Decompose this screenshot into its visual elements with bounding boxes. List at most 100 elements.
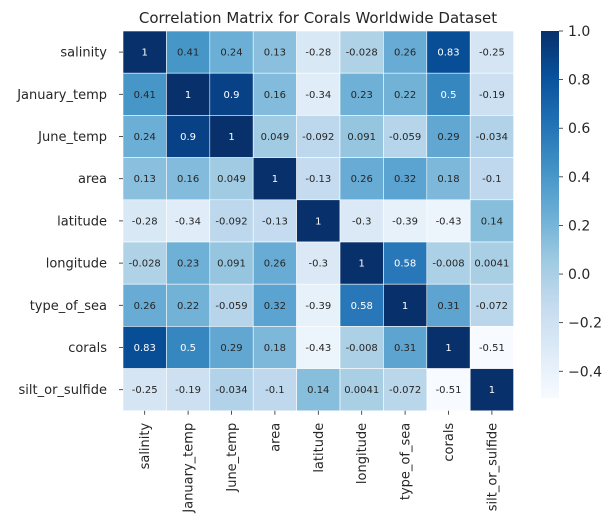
cell-value-label: 1 [402,301,408,312]
cell-value-label: 0.41 [134,90,156,101]
column-tick-label: June_temp [225,423,240,493]
heatmap-cell [252,157,297,201]
row-tick-label: longitude [46,257,107,272]
heatmap-cell [296,241,341,285]
cell-value-label: 0.5 [441,90,457,101]
cell-value-label: -0.059 [389,132,421,143]
cell-value-label: 0.13 [134,174,156,185]
cell-value-label: -0.28 [132,216,158,227]
cell-value-label: -0.059 [215,301,247,312]
cell-value-label: -0.1 [482,174,502,185]
cell-value-label: -0.19 [175,385,201,396]
heatmap-cell [426,157,471,201]
cell-value-label: 0.29 [437,132,459,143]
cell-value-label: 0.091 [347,132,376,143]
heatmap-cell [209,199,254,243]
cell-value-label: 0.14 [307,385,329,396]
cell-value-label: -0.43 [436,216,462,227]
cell-value-label: 0.32 [394,174,416,185]
cell-value-label: 0.14 [481,216,503,227]
cell-value-label: -0.008 [432,259,464,270]
heatmap-cell [122,199,167,243]
heatmap-cell [339,30,384,74]
cell-value-label: 0.26 [394,48,416,59]
heatmap-cell [122,326,167,369]
colorbar-gradient [541,31,559,398]
heatmap-cell [209,115,254,158]
heatmap-cell [383,115,428,158]
colorbar-tick-label: −0.4 [568,364,602,380]
heatmap-cell [122,157,167,201]
cell-value-label: -0.25 [479,48,505,59]
cell-value-label: 0.41 [177,48,199,59]
cell-value-label: -0.19 [479,90,505,101]
column-tick-labels: salinity January_temp June_temp area latitud… [138,410,500,514]
heatmap-cell [252,368,297,412]
heatmap-cell [166,368,211,412]
heatmap-cell [469,199,514,243]
row-tick-label: salinity [60,46,107,61]
heatmap-cell [339,199,384,243]
heatmap-cell [166,241,211,285]
cell-value-label: 1 [445,343,451,354]
cell-value-label: -0.39 [392,216,418,227]
heatmap-cell [469,326,514,369]
colorbar-tick-label: −0.2 [568,316,602,332]
heatmap-cell [122,368,167,412]
heatmap-cell [469,115,514,158]
heatmap-cell [296,326,341,369]
heatmap-cell [166,199,211,243]
heatmap-cell [209,326,254,369]
cell-value-label: -0.072 [389,385,421,396]
column-tick-label: longitude [355,423,370,484]
colorbar-tick-label: 0.2 [568,218,590,234]
cell-value-label: 0.22 [394,90,416,101]
cell-value-label: 0.26 [264,259,286,270]
cell-value-label: -0.028 [129,259,161,270]
cell-value-label: 0.18 [264,343,286,354]
heatmap-cell [122,241,167,285]
heatmap-cell [469,368,514,412]
cell-value-label: -0.028 [346,48,378,59]
heatmap-cell [252,326,297,369]
cell-value-label: 1 [315,216,321,227]
heatmap-cell [166,157,211,201]
cell-value-label: 0.049 [261,132,290,143]
cell-value-label: -0.092 [215,216,247,227]
heatmap-cell [339,326,384,369]
column-tick-label: latitude [312,423,327,473]
cell-value-label: -0.51 [436,385,462,396]
cell-value-label: -0.51 [479,343,505,354]
row-tick-label: area [78,172,107,187]
heatmap-cell [209,72,254,116]
cell-value-label: -0.034 [215,385,247,396]
cell-value-label: 0.091 [217,259,246,270]
column-tick-label: January_temp [182,423,197,514]
cell-value-label: 0.83 [134,343,156,354]
heatmap-cell [426,30,471,74]
row-tick-label: latitude [57,214,107,229]
column-tick-label: area [268,423,283,452]
cell-value-label: 0.13 [264,48,286,59]
row-tick-label: silt_or_sulfide [19,383,107,398]
column-tick-label: salinity [138,422,153,469]
heatmap-cell [252,199,297,243]
heatmap-cell [252,115,297,158]
heatmap-cell [383,368,428,412]
cell-value-label: 1 [359,259,365,270]
heatmap-cell [209,30,254,74]
heatmap-cell [166,30,211,74]
cell-value-label: -0.3 [309,259,329,270]
heatmap-cell [426,72,471,116]
cell-value-label: -0.034 [476,132,508,143]
cell-value-label: 0.58 [394,259,416,270]
heatmap-cell [209,368,254,412]
cell-value-label: 1 [272,174,278,185]
cell-value-label: -0.13 [305,174,331,185]
cell-value-label: 1 [142,48,148,59]
cell-value-label: 0.26 [134,301,156,312]
heatmap-cell [426,241,471,285]
row-tick-label: June_temp [37,130,107,145]
